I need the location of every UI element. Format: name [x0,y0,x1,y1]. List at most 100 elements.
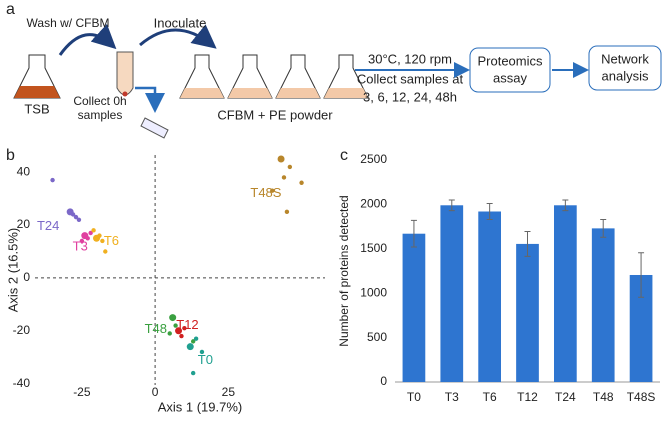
arrow [58,23,117,56]
y-tick-label: 2500 [360,152,387,166]
point [287,164,293,170]
point [85,236,90,241]
point [199,349,205,355]
bar [402,233,426,382]
y-tick-label: 2000 [360,197,387,211]
y-tick-label: -20 [13,323,31,337]
error-bar [562,199,569,212]
flask-medium [180,88,224,98]
point [79,238,85,244]
x-tick-label: T6 [483,390,497,404]
point [97,233,102,238]
y-axis-title: Number of proteins detected [337,195,351,346]
y-tick-label: 1000 [360,285,387,299]
series-label: T6 [104,233,119,248]
x-tick-label: T48S [627,390,656,404]
pellet [122,91,128,97]
label: 3, 6, 12, 24, 48h [363,89,457,104]
flask-medium [228,88,272,98]
label: Collect 0h [73,94,126,108]
label: Collect samples at [357,71,464,86]
arrow [139,24,217,49]
y-axis-title: Axis 2 (16.5%) [5,228,20,313]
point [193,336,199,341]
bar [591,228,615,382]
error-bar [448,199,455,212]
point [70,212,76,217]
y-tick-label: 0 [380,374,387,388]
point [284,209,290,215]
point [91,228,96,233]
y-tick-label: 500 [367,330,387,344]
bar [440,205,464,382]
flask-medium [14,86,60,98]
x-tick-label: 25 [222,385,236,399]
panel-a: a Wash w/ CFBM Inoculate TSB Collect 0h … [6,1,662,139]
point [182,325,187,331]
box [469,47,551,93]
flask-medium [276,88,320,98]
point [299,180,304,185]
error-bar [524,230,531,257]
point [88,230,93,236]
error-bar [410,219,417,248]
y-tick-label: 1500 [360,241,387,255]
point [179,333,184,339]
point [281,175,287,180]
point [103,249,108,254]
point [190,370,196,376]
point [167,331,172,336]
label: samples [78,108,123,122]
error-bar [638,252,645,298]
x-tick-label: T3 [445,390,459,404]
panel-label: c [340,147,348,164]
point [76,217,82,222]
point [100,238,105,244]
point [173,323,178,328]
error-bar [486,203,493,220]
point [73,214,79,220]
x-axis-title: Axis 1 (19.7%) [158,399,243,414]
x-tick-label: T0 [407,390,421,404]
y-tick-label: 40 [17,164,31,178]
point [50,177,55,183]
point [277,155,285,163]
label: assay [493,70,527,85]
series-label: T0 [198,352,213,367]
bar [516,243,539,382]
x-tick-label: -25 [73,385,91,399]
series-label: T48S [250,185,281,200]
series-label: T12 [176,317,198,332]
point [190,339,196,344]
label: 30°C, 120 rpm [368,51,452,66]
tube [116,51,134,96]
label: Proteomics [477,53,543,68]
panel-label: b [6,147,15,164]
error-bar [600,218,607,238]
label: Network [601,51,649,66]
label: analysis [602,68,649,83]
tube [140,117,169,139]
y-tick-label: 0 [23,270,30,284]
x-tick-label: T12 [517,390,538,404]
label: TSB [24,101,49,116]
point [270,188,275,193]
bar [554,205,577,382]
label: CFBM + PE powder [217,107,333,122]
arrow [135,86,165,113]
label: Wash w/ CFBM [27,16,110,30]
x-tick-label: T48 [593,390,614,404]
box [588,45,662,91]
flask-medium [324,88,368,98]
bar [629,274,653,382]
series-label: T48 [145,321,167,336]
series-label: T24 [37,218,59,233]
bar [478,211,501,382]
panel-label: a [6,1,15,18]
point [175,327,183,335]
x-tick-label: T24 [555,390,576,404]
point [169,314,177,322]
point [186,343,194,351]
x-tick-label: 0 [152,385,159,399]
